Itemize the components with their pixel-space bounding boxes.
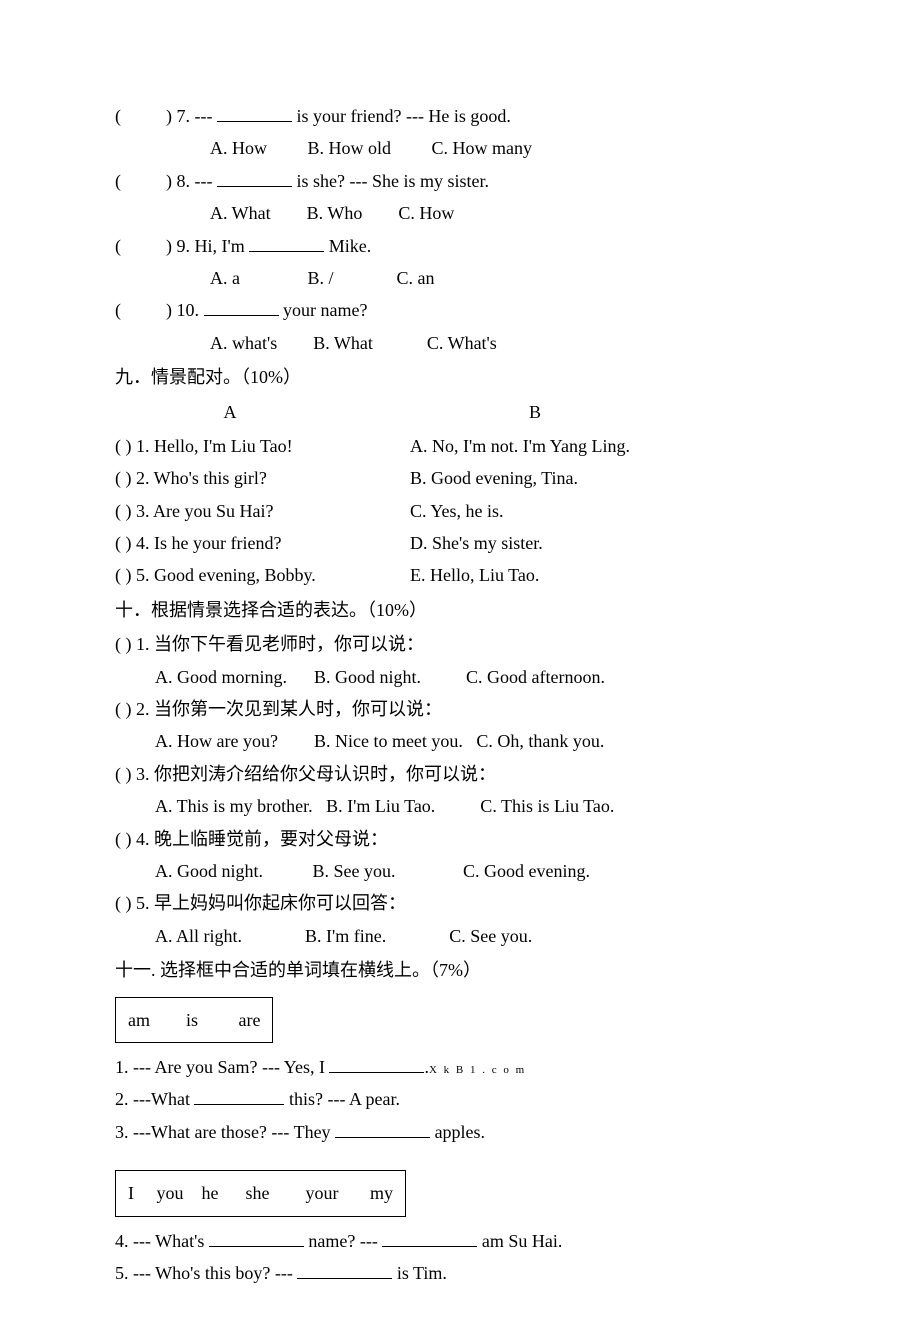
matching-right: C. Yes, he is. (410, 495, 820, 527)
col-a-label: A (115, 396, 345, 428)
q10-prefix: ( ) 10. (115, 300, 204, 320)
matching-left: ( ) 5. Good evening, Bobby. (115, 559, 410, 591)
word-box-2: I you he she your my (115, 1170, 406, 1216)
fill4-post: am Su Hai. (477, 1231, 562, 1251)
q8-blank[interactable] (217, 167, 292, 187)
fill4-mid: name? --- (304, 1231, 382, 1251)
q8-post: is she? --- She is my sister. (292, 171, 489, 191)
fill-4: 4. --- What's name? --- am Su Hai. (115, 1225, 820, 1257)
section-11-title: 十一. 选择框中合适的单词填在横线上。（7%） (115, 954, 820, 986)
matching-right: D. She's my sister. (410, 527, 820, 559)
matching-right: E. Hello, Liu Tao. (410, 559, 820, 591)
question-7: ( ) 7. --- is your friend? --- He is goo… (115, 100, 820, 132)
q7-options: A. How B. How old C. How many (115, 132, 820, 164)
word-box-2-wrap: I you he she your my (115, 1162, 820, 1224)
scenario-q-5: ( ) 5. 早上妈妈叫你起床你可以回答： (115, 887, 820, 919)
fill1-blank[interactable] (329, 1053, 424, 1073)
question-8: ( ) 8. --- is she? --- She is my sister. (115, 165, 820, 197)
q9-blank[interactable] (249, 232, 324, 252)
fill2-post: this? --- A pear. (284, 1089, 399, 1109)
matching-right: A. No, I'm not. I'm Yang Ling. (410, 430, 820, 462)
q9-post: Mike. (324, 236, 371, 256)
question-9: ( ) 9. Hi, I'm Mike. (115, 230, 820, 262)
matching-left: ( ) 4. Is he your friend? (115, 527, 410, 559)
q9-options: A. a B. / C. an (115, 262, 820, 294)
scenario-opts-1: A. Good morning. B. Good night. C. Good … (115, 661, 820, 693)
matching-row: ( ) 5. Good evening, Bobby. E. Hello, Li… (115, 559, 820, 591)
fill-1: 1. --- Are you Sam? --- Yes, I .X k B 1 … (115, 1051, 820, 1083)
matching-left: ( ) 1. Hello, I'm Liu Tao! (115, 430, 410, 462)
scenario-opts-2: A. How are you? B. Nice to meet you. C. … (115, 725, 820, 757)
q8-prefix: ( ) 8. --- (115, 171, 217, 191)
fill-3: 3. ---What are those? --- They apples. (115, 1116, 820, 1148)
fill2-blank[interactable] (194, 1086, 284, 1106)
q10-options: A. what's B. What C. What's (115, 327, 820, 359)
scenario-opts-4: A. Good night. B. See you. C. Good eveni… (115, 855, 820, 887)
matching-right: B. Good evening, Tina. (410, 462, 820, 494)
fill1-pre: 1. --- Are you Sam? --- Yes, I (115, 1057, 329, 1077)
scenario-q-1: ( ) 1. 当你下午看见老师时，你可以说： (115, 628, 820, 660)
spacer (115, 1148, 820, 1162)
q10-blank[interactable] (204, 297, 279, 317)
q9-prefix: ( ) 9. Hi, I'm (115, 236, 249, 256)
section-9-ab-header: A B (115, 396, 820, 428)
scenario-opts-3: A. This is my brother. B. I'm Liu Tao. C… (115, 790, 820, 822)
fill-2: 2. ---What this? --- A pear. (115, 1083, 820, 1115)
q10-post: your name? (279, 300, 368, 320)
word-box-1: am is are (115, 997, 273, 1043)
fill-5: 5. --- Who's this boy? --- is Tim. (115, 1257, 820, 1289)
matching-row: ( ) 4. Is he your friend? D. She's my si… (115, 527, 820, 559)
fill1-small: X k B 1 . c o m (429, 1064, 526, 1076)
word-box-1-wrap: am is are (115, 989, 820, 1051)
section-9-title: 九．情景配对。（10%） (115, 361, 820, 393)
fill5-post: is Tim. (392, 1263, 447, 1283)
matching-row: ( ) 3. Are you Su Hai? C. Yes, he is. (115, 495, 820, 527)
fill3-blank[interactable] (335, 1118, 430, 1138)
q7-blank[interactable] (217, 102, 292, 122)
scenario-q-2: ( ) 2. 当你第一次见到某人时，你可以说： (115, 693, 820, 725)
matching-row: ( ) 2. Who's this girl? B. Good evening,… (115, 462, 820, 494)
fill4-pre: 4. --- What's (115, 1231, 209, 1251)
fill4-blank-2[interactable] (382, 1227, 477, 1247)
fill3-post: apples. (430, 1122, 485, 1142)
q7-prefix: ( ) 7. --- (115, 106, 217, 126)
matching-left: ( ) 3. Are you Su Hai? (115, 495, 410, 527)
fill4-blank-1[interactable] (209, 1227, 304, 1247)
fill5-pre: 5. --- Who's this boy? --- (115, 1263, 297, 1283)
question-10: ( ) 10. your name? (115, 294, 820, 326)
q7-post: is your friend? --- He is good. (292, 106, 511, 126)
scenario-q-3: ( ) 3. 你把刘涛介绍给你父母认识时，你可以说： (115, 758, 820, 790)
section-10-title: 十．根据情景选择合适的表达。（10%） (115, 594, 820, 626)
q8-options: A. What B. Who C. How (115, 197, 820, 229)
fill5-blank[interactable] (297, 1259, 392, 1279)
matching-row: ( ) 1. Hello, I'm Liu Tao! A. No, I'm no… (115, 430, 820, 462)
matching-left: ( ) 2. Who's this girl? (115, 462, 410, 494)
scenario-opts-5: A. All right. B. I'm fine. C. See you. (115, 920, 820, 952)
fill3-pre: 3. ---What are those? --- They (115, 1122, 335, 1142)
scenario-q-4: ( ) 4. 晚上临睡觉前，要对父母说： (115, 823, 820, 855)
fill2-pre: 2. ---What (115, 1089, 194, 1109)
col-b-label: B (410, 396, 660, 428)
